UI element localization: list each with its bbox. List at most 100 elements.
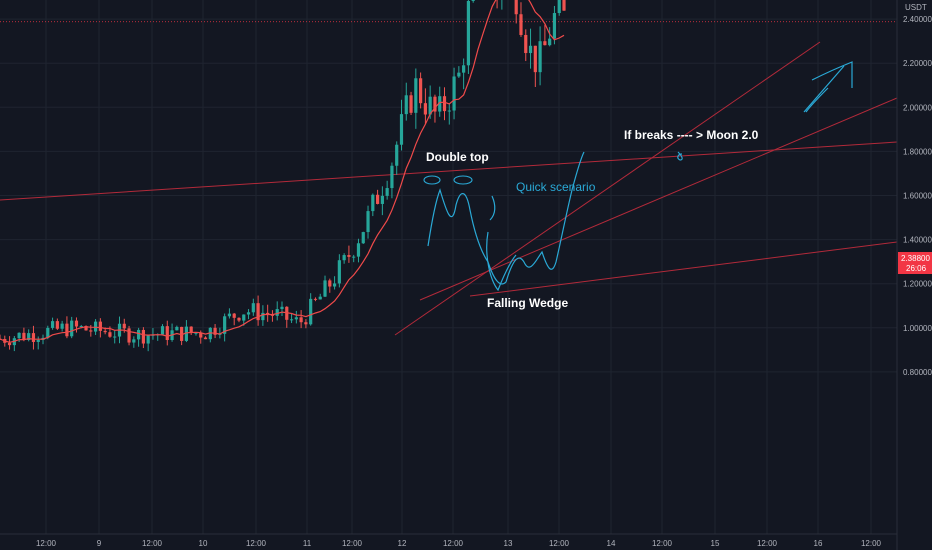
candle-body — [337, 260, 341, 284]
candle-body — [414, 78, 418, 113]
candle-body — [352, 256, 356, 258]
candle-body — [27, 333, 31, 340]
candle-body — [22, 332, 26, 340]
candle-body — [36, 339, 40, 342]
candle-body — [266, 312, 270, 315]
freehand-drawing[interactable] — [489, 195, 496, 221]
freehand-drawing[interactable] — [677, 151, 683, 161]
candle-body — [313, 298, 318, 300]
candle-body — [213, 327, 217, 335]
candle-body — [299, 317, 303, 323]
trendline[interactable] — [419, 97, 898, 301]
y-tick-label: 1.40000 — [903, 236, 932, 245]
candlestick-series — [0, 0, 566, 352]
candle-body — [328, 280, 332, 287]
x-tick-label: 12:00 — [861, 539, 882, 548]
candle-body — [17, 332, 21, 339]
candle-body — [203, 337, 208, 340]
trendline[interactable] — [469, 241, 898, 297]
candle-body — [93, 321, 98, 332]
candle-body — [433, 96, 437, 112]
y-tick-label: 1.20000 — [903, 280, 932, 289]
candle-body — [261, 312, 265, 321]
current-price-badge: 2.38800 26:06 — [898, 252, 932, 274]
x-tick-label: 9 — [97, 539, 102, 548]
x-tick-label: 12:00 — [342, 539, 363, 548]
candle-body — [361, 232, 365, 244]
y-tick-label: 2.40000 — [903, 15, 932, 24]
candle-body — [466, 0, 471, 66]
candle-body — [132, 339, 136, 343]
candle-body — [180, 326, 184, 341]
candle-body — [514, 0, 518, 15]
candle-body — [122, 323, 126, 329]
candle-body — [184, 326, 189, 341]
candle-body — [208, 327, 212, 340]
price-axis[interactable]: USDT 3.800003.600003.400003.200003.00000… — [896, 0, 932, 550]
candle-body — [46, 327, 50, 338]
freehand-drawing[interactable] — [803, 61, 853, 113]
x-tick-label: 12:00 — [142, 539, 163, 548]
candle-body — [347, 255, 351, 257]
candle-body — [79, 326, 83, 328]
candle-body — [533, 45, 537, 73]
y-tick-label: 0.80000 — [903, 368, 932, 377]
candle-body — [404, 95, 408, 115]
freehand-drawing[interactable] — [486, 231, 517, 292]
candle-body — [442, 96, 447, 112]
hand-drawings[interactable] — [423, 61, 853, 292]
candle-body — [452, 76, 456, 111]
candle-body — [70, 320, 74, 337]
candle-body — [137, 329, 141, 340]
time-axis[interactable]: 12:00 9 12:00 10 12:00 11 12:00 12 12:00 13 12:00 1… — [0, 533, 897, 548]
candle-body — [31, 333, 36, 342]
candle-body — [127, 328, 131, 343]
double-top-circle — [453, 175, 473, 185]
candle-body — [199, 332, 203, 338]
candle-body — [84, 326, 88, 331]
candle-body — [113, 336, 117, 338]
candle-body — [294, 317, 298, 320]
candle-body — [160, 326, 165, 335]
grid-lines — [0, 0, 897, 534]
freehand-drawing[interactable] — [427, 151, 585, 285]
candle-body — [227, 313, 232, 317]
quick-scenario-label: Quick scenario — [516, 180, 596, 194]
candle-body — [409, 95, 413, 113]
candle-body — [548, 38, 552, 46]
trendline[interactable] — [0, 141, 898, 201]
falling-wedge-label: Falling Wedge — [487, 296, 568, 310]
y-tick-label: 1.00000 — [903, 324, 932, 333]
candle-body — [562, 0, 566, 11]
x-tick-label: 12:00 — [246, 539, 267, 548]
candle-body — [89, 330, 93, 332]
countdown-value: 26:06 — [906, 264, 927, 273]
candle-body — [289, 319, 294, 321]
candle-body — [528, 45, 533, 54]
moving-average-series — [0, 0, 565, 343]
candle-body — [524, 34, 528, 54]
candle-body — [50, 321, 55, 328]
y-tick-label: 2.00000 — [903, 103, 932, 112]
candle-body — [246, 312, 251, 315]
trendline[interactable] — [394, 41, 821, 336]
y-tick-label: 1.60000 — [903, 192, 932, 201]
candle-body — [419, 78, 423, 104]
candle-body — [318, 296, 322, 300]
candle-body — [256, 303, 260, 321]
x-tick-label: 12:00 — [443, 539, 464, 548]
candle-body — [65, 323, 69, 337]
candle-body — [332, 283, 337, 287]
x-tick-label: 12:00 — [757, 539, 778, 548]
candle-body — [356, 243, 361, 257]
candle-body — [538, 41, 542, 73]
y-tick-label: 2.20000 — [903, 59, 932, 68]
candle-body — [462, 65, 466, 73]
candle-body — [471, 0, 475, 1]
candle-body — [390, 165, 394, 189]
candle-body — [423, 103, 427, 115]
trendline-drawings[interactable] — [0, 41, 898, 336]
candle-body — [280, 306, 284, 310]
